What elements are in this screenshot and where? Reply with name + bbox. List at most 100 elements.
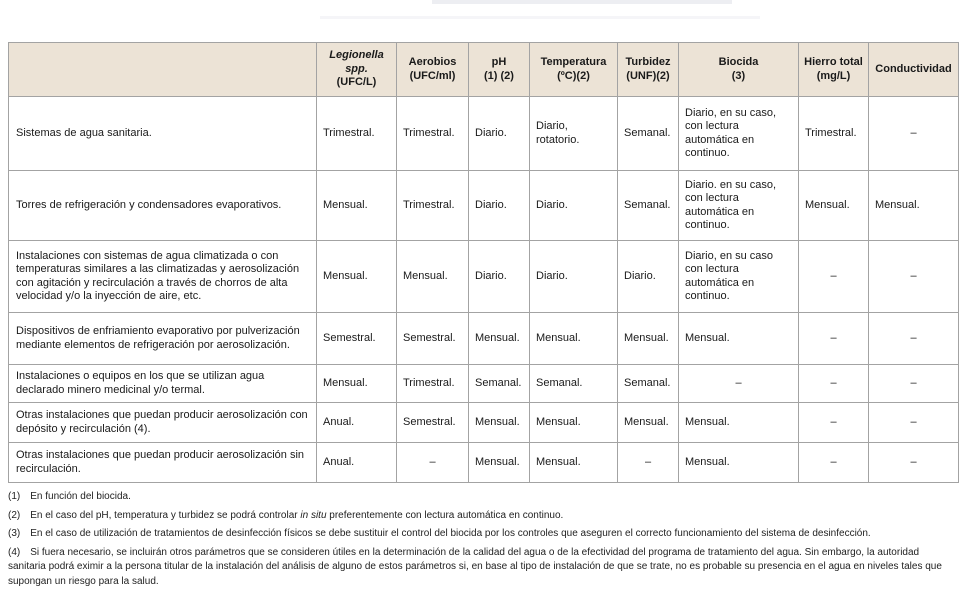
header-biocida: Biocida (3) [678, 42, 799, 97]
footnote-text: Si fuera necesario, se incluirán otros p… [8, 546, 942, 587]
table-cell: – [678, 364, 799, 403]
table-header: Legionella spp. (UFC/L) Aerobios (UFC/ml… [8, 42, 959, 97]
header-sub: (3) [731, 69, 746, 82]
table-cell: Mensual. [529, 442, 618, 483]
header-aerobios: Aerobios (UFC/ml) [396, 42, 469, 97]
table-cell: Semestral. [396, 312, 469, 365]
row-label: Sistemas de agua sanitaria. [8, 96, 317, 171]
table-cell: Semanal. [617, 170, 679, 241]
table-cell: Mensual. [617, 312, 679, 365]
header-sub: (UFC/ml) [409, 69, 456, 82]
header-title: Aerobios [408, 56, 457, 69]
table-row: Instalaciones con sistemas de agua clima… [8, 240, 959, 313]
table-cell: Mensual. [529, 402, 618, 443]
corner-header-cell [8, 42, 317, 97]
table-cell: – [868, 96, 959, 171]
header-title: Biocida [718, 56, 759, 69]
table-row: Torres de refrigeración y condensadores … [8, 170, 959, 241]
header-sub: (1) (2) [484, 69, 514, 82]
footnote-text: En el caso de utilización de tratamiento… [30, 528, 871, 539]
header-turbidez: Turbidez (UNF)(2) [617, 42, 679, 97]
table-cell: – [396, 442, 469, 483]
table-cell: Semanal. [617, 96, 679, 171]
footnote-4: (4) Si fuera necesario, se incluirán otro… [8, 546, 958, 590]
footnote-1: (1) En función del biocida. [8, 490, 958, 505]
table-cell: Semestral. [316, 312, 397, 365]
monitoring-frequency-table: Legionella spp. (UFC/L) Aerobios (UFC/ml… [8, 42, 959, 483]
table-cell: Diario. en su caso, con lectura automáti… [678, 170, 799, 241]
footnote-text: preferentemente con lectura automática e… [326, 509, 564, 521]
row-label: Otras instalaciones que puedan producir … [8, 402, 317, 443]
table-cell: Mensual. [529, 312, 618, 365]
table-row: Instalaciones o equipos en los que se ut… [8, 364, 959, 403]
header-legionella: Legionella spp. (UFC/L) [316, 42, 397, 97]
footnote-marker: (3) [8, 528, 21, 539]
table-cell: – [798, 442, 869, 483]
footnotes: (1) En función del biocida. (2) En el caso… [8, 490, 958, 593]
table-cell: – [868, 364, 959, 403]
table-cell: – [798, 312, 869, 365]
table-cell: – [798, 364, 869, 403]
header-hierro-total: Hierro total (mg/L) [798, 42, 869, 97]
table-cell: Mensual. [396, 240, 469, 313]
table-cell: Trimestral. [316, 96, 397, 171]
table-cell: – [798, 240, 869, 313]
row-label: Torres de refrigeración y condensadores … [8, 170, 317, 241]
row-label: Instalaciones o equipos en los que se ut… [8, 364, 317, 403]
table-row: Otras instalaciones que puedan producir … [8, 402, 959, 443]
table-row: Dispositivos de enfriamiento evaporativo… [8, 312, 959, 365]
table-cell: Mensual. [468, 312, 530, 365]
table-cell: – [868, 240, 959, 313]
footnote-text-italic: in situ [300, 509, 327, 521]
table-cell: Mensual. [468, 442, 530, 483]
header-temperatura: Temperatura (ºC)(2) [529, 42, 618, 97]
row-label: Instalaciones con sistemas de agua clima… [8, 240, 317, 313]
table-cell: Trimestral. [396, 96, 469, 171]
table-cell: Mensual. [316, 364, 397, 403]
table-header-row: Legionella spp. (UFC/L) Aerobios (UFC/ml… [8, 42, 959, 97]
table-cell: – [868, 442, 959, 483]
header-sub: (ºC)(2) [557, 69, 590, 82]
table-cell: Mensual. [617, 402, 679, 443]
table-cell: Mensual. [468, 402, 530, 443]
table-cell: Mensual. [868, 170, 959, 241]
table-cell: Diario. [468, 96, 530, 171]
table-cell: Mensual. [316, 240, 397, 313]
footnote-3: (3) En el caso de utilización de tratamie… [8, 527, 958, 542]
table-cell: Diario. [529, 170, 618, 241]
frequency-table-body: Sistemas de agua sanitaria. Trimestral. Tr… [8, 96, 959, 483]
table-cell: Mensual. [316, 170, 397, 241]
table-cell: Semanal. [529, 364, 618, 403]
footnote-marker: (1) [8, 491, 21, 502]
table-cell: – [868, 402, 959, 443]
row-label: Dispositivos de enfriamiento evaporativo… [8, 312, 317, 365]
footnote-marker: (4) [8, 546, 21, 558]
table-cell: Diario. [468, 170, 530, 241]
table-cell: Trimestral. [396, 364, 469, 403]
table-container: Legionella spp. (UFC/L) Aerobios (UFC/ml… [8, 42, 959, 483]
header-title: Hierro total [804, 56, 863, 69]
header-sub: (UNF)(2) [626, 69, 670, 82]
table-cell: Diario, en su caso, con lectura automáti… [678, 96, 799, 171]
header-title: Turbidez [625, 56, 671, 69]
table-cell: Semestral. [396, 402, 469, 443]
row-label: Otras instalaciones que puedan producir … [8, 442, 317, 483]
faint-top-artifact [432, 0, 732, 4]
faint-top-artifact [320, 16, 760, 19]
table-cell: Semanal. [468, 364, 530, 403]
table-cell: Semanal. [617, 364, 679, 403]
footnote-2: (2) En el caso del pH, temperatura y turb… [8, 509, 958, 524]
header-title: Temperatura [540, 56, 607, 69]
table-row: Sistemas de agua sanitaria. Trimestral. Tr… [8, 96, 959, 171]
header-legionella-name: Legionella spp. [329, 49, 384, 75]
table-cell: Anual. [316, 402, 397, 443]
table-cell: – [868, 312, 959, 365]
table-cell: Trimestral. [798, 96, 869, 171]
footnote-text: En el caso del pH, temperatura y turbide… [30, 509, 301, 521]
header-title: pH [491, 56, 507, 69]
table-row: Otras instalaciones que puedan producir … [8, 442, 959, 483]
table-cell: Diario, en su caso con lectura automátic… [678, 240, 799, 313]
table-cell: Diario, rotatorio. [529, 96, 618, 171]
table-cell: Diario. [617, 240, 679, 313]
header-sub: (mg/L) [816, 69, 851, 82]
